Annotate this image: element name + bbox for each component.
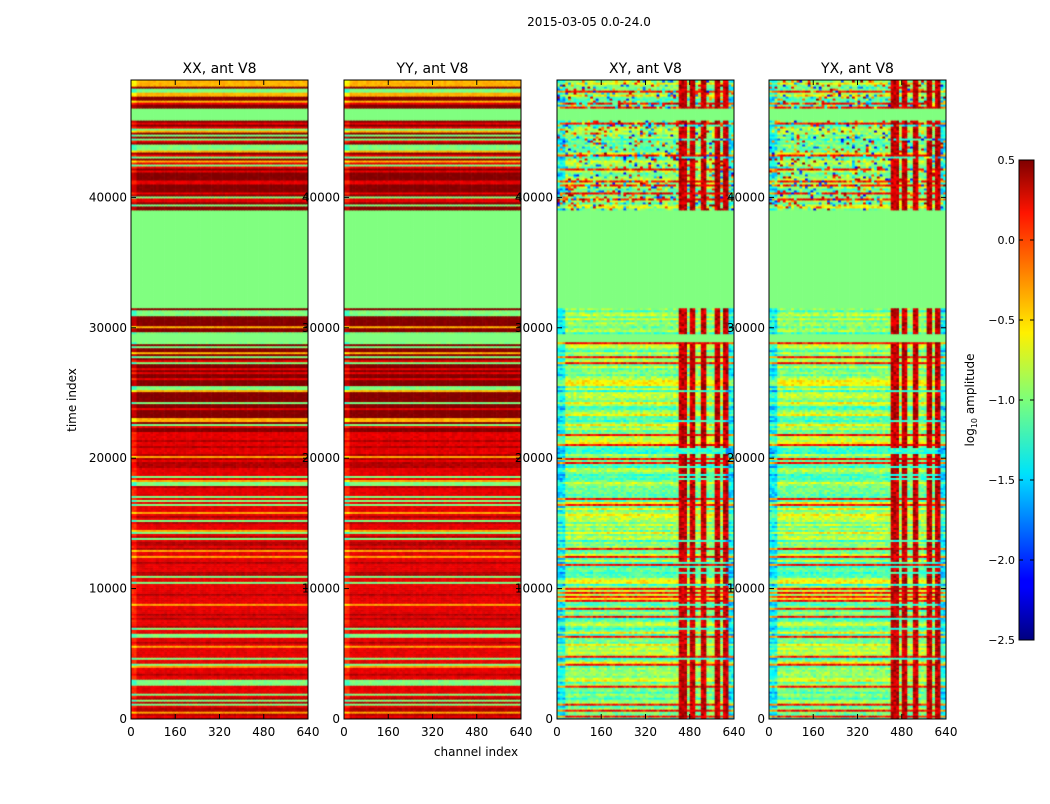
x-tick-label-3-320: 320 [846,725,869,739]
y-tick-label-1-20000: 20000 [302,451,340,465]
y-tick-label-0-10000: 10000 [89,582,127,596]
y-tick-label-3-0: 0 [757,712,765,726]
y-axis-label: time index [65,368,79,432]
y-tick-label-2-10000: 10000 [515,582,553,596]
y-tick-label-1-30000: 30000 [302,321,340,335]
x-tick-label-3-160: 160 [802,725,825,739]
y-tick-label-3-40000: 40000 [727,190,765,204]
y-tick-label-0-20000: 20000 [89,451,127,465]
x-tick-label-0-160: 160 [164,725,187,739]
y-tick-label-0-30000: 30000 [89,321,127,335]
y-tick-label-0-0: 0 [119,712,127,726]
y-tick-label-1-10000: 10000 [302,582,340,596]
panel-0: XX, ant V8 0 160 320 480 640 0 10000 20000 30000 4… [89,61,320,739]
x-tick-label-0-640: 640 [297,725,320,739]
panel-title-2: XY, ant V8 [609,61,682,77]
x-tick-label-1-480: 480 [465,725,488,739]
x-tick-label-3-0: 0 [765,725,773,739]
x-tick-label-1-640: 640 [510,725,533,739]
colorbar: log10 amplitude 0.5 0.0 −0.5 −1.0 −1.5 −2.0 −2… [963,154,1035,647]
x-tick-label-0-320: 320 [208,725,231,739]
heatmap-image-3 [769,80,946,719]
y-tick-label-2-20000: 20000 [515,451,553,465]
x-tick-label-0-0: 0 [127,725,135,739]
x-axis-label: channel index [434,745,518,759]
colorbar-tick-label-0: 0.5 [998,154,1016,167]
heatmap-image-0 [131,80,308,719]
x-tick-label-2-160: 160 [590,725,613,739]
panel-title-1: YY, ant V8 [396,61,469,77]
heatmap-image-2 [557,80,734,719]
colorbar-tick-label-6: −2.5 [988,634,1015,647]
colorbar-tick-label-5: −2.0 [988,554,1015,567]
x-tick-label-3-480: 480 [890,725,913,739]
figure-title: 2015-03-05 0.0-24.0 [527,15,651,29]
colorbar-tick-label-4: −1.5 [988,474,1015,487]
x-tick-label-2-0: 0 [553,725,561,739]
y-tick-label-3-10000: 10000 [727,582,765,596]
y-tick-label-1-0: 0 [332,712,340,726]
x-tick-label-1-0: 0 [340,725,348,739]
panel-3: YX, ant V8 0 160 320 480 640 0 10000 20000 30000 4… [727,61,958,739]
panel-title-3: YX, ant V8 [820,61,894,77]
panel-1: YY, ant V8 0 160 320 480 640 0 10000 20000 30000 4… [302,61,533,739]
x-tick-label-1-160: 160 [377,725,400,739]
panel-2: XY, ant V8 0 160 320 480 640 0 10000 20000 30000 4… [515,61,746,739]
panels: XX, ant V8 0 160 320 480 640 0 10000 20000 30000 4… [89,61,958,739]
x-tick-label-0-480: 480 [252,725,275,739]
y-tick-label-2-30000: 30000 [515,321,553,335]
y-tick-label-3-30000: 30000 [727,321,765,335]
panel-title-0: XX, ant V8 [183,61,257,77]
colorbar-tick-label-2: −0.5 [988,314,1015,327]
y-tick-label-3-20000: 20000 [727,451,765,465]
y-tick-label-1-40000: 40000 [302,190,340,204]
x-tick-label-2-480: 480 [678,725,701,739]
x-tick-label-2-320: 320 [634,725,657,739]
colorbar-tick-label-1: 0.0 [998,234,1016,247]
colorbar-label: log10 amplitude [963,354,979,447]
y-tick-label-0-40000: 40000 [89,190,127,204]
x-tick-label-1-320: 320 [421,725,444,739]
y-tick-label-2-0: 0 [545,712,553,726]
x-tick-label-2-640: 640 [723,725,746,739]
y-tick-label-2-40000: 40000 [515,190,553,204]
x-tick-label-3-640: 640 [935,725,958,739]
heatmap-image-1 [344,80,521,719]
colorbar-tick-label-3: −1.0 [988,394,1015,407]
